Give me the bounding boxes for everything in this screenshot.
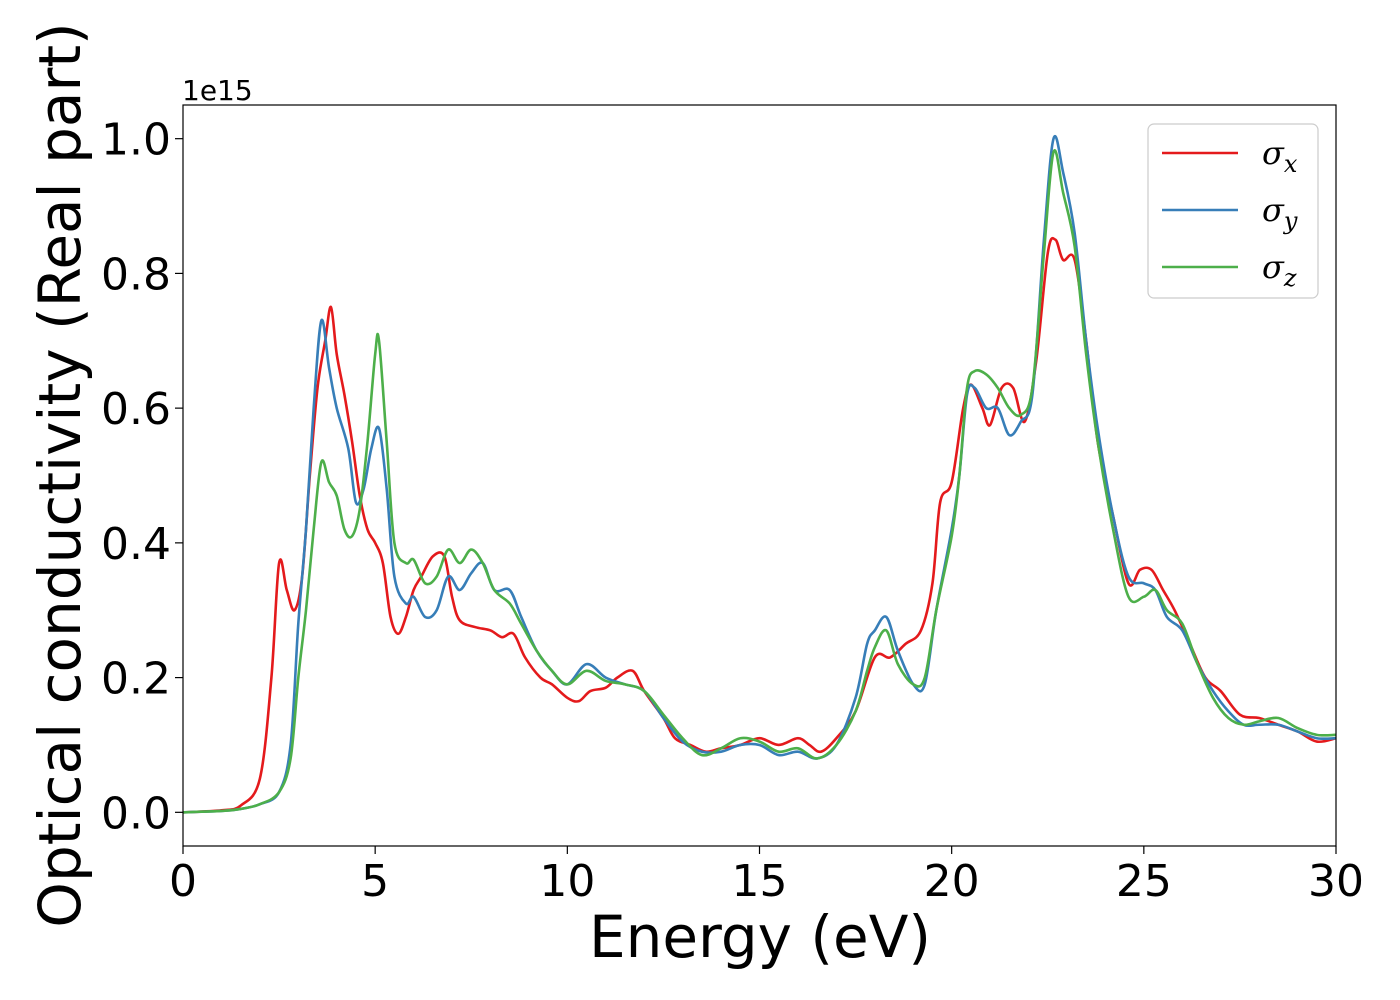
legend-label-x: σx (1262, 134, 1298, 178)
x-tick-label: 20 (924, 856, 980, 907)
y-tick-label: 0.8 (101, 249, 171, 300)
legend-label-y: σy (1262, 191, 1298, 235)
y-axis-ticks: 0.0 0.2 0.4 0.6 0.8 1.0 (101, 115, 183, 839)
series-line-y (183, 134, 1336, 814)
series-line-z (183, 149, 1336, 814)
x-tick-label: 30 (1308, 856, 1364, 907)
y-tick-label: 0.4 (101, 519, 171, 570)
x-tick-label: 10 (539, 856, 595, 907)
x-axis-ticks: 0 5 10 15 20 25 30 (169, 846, 1364, 907)
legend-symbol: σ (1262, 248, 1285, 286)
legend-symbol: σ (1262, 191, 1285, 229)
plot-area-frame (182, 104, 1337, 847)
legend-subscript: y (1283, 207, 1298, 235)
y-axis-label: Optical conductivity (Real part) (26, 22, 94, 927)
y-tick-label: 1.0 (101, 115, 171, 166)
legend-label-z: σz (1262, 248, 1297, 292)
y-axis-offset-label: 1e15 (182, 74, 253, 107)
x-tick-label: 5 (361, 856, 389, 907)
x-tick-label: 25 (1116, 856, 1172, 907)
y-tick-label: 0.0 (101, 788, 171, 839)
y-tick-label: 0.6 (101, 384, 171, 435)
y-tick-label: 0.2 (101, 654, 171, 705)
legend-subscript: x (1284, 150, 1298, 178)
x-tick-label: 15 (732, 856, 788, 907)
x-tick-label: 0 (169, 856, 197, 907)
legend-subscript: z (1283, 264, 1297, 292)
x-axis-label: Energy (eV) (589, 903, 931, 971)
legend-symbol: σ (1262, 134, 1285, 172)
series-lines (183, 134, 1336, 814)
